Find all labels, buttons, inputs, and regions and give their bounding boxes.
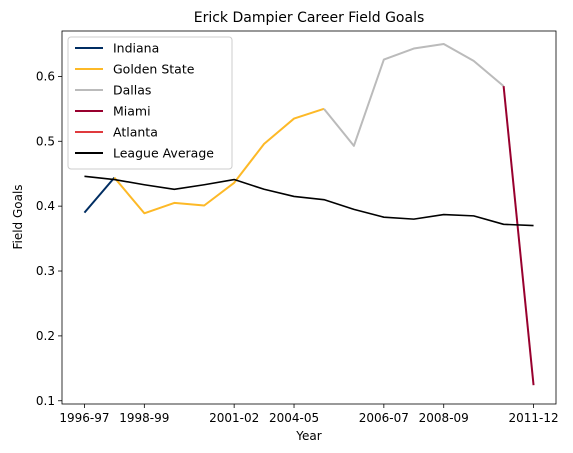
x-axis-label: Year (295, 429, 321, 443)
series-line-golden-state (113, 107, 325, 215)
x-tick-label: 2006-07 (359, 411, 409, 425)
y-axis-label: Field Goals (11, 184, 25, 249)
x-tick-label: 2008-09 (419, 411, 469, 425)
series-line-dallas (323, 42, 505, 147)
y-tick-label: 0.1 (36, 394, 55, 408)
legend-label-indiana: Indiana (113, 41, 159, 56)
legend-label-dallas: Dallas (113, 83, 151, 98)
legend-box (67, 36, 233, 170)
y-tick-label: 0.5 (36, 134, 55, 148)
y-tick-label: 0.4 (36, 199, 55, 213)
plot-layer: 0.1 0.2 0.3 0.4 0.5 0.6 1996-97 1998-99 2001-02 2… (36, 30, 559, 425)
series-line-indiana (83, 176, 116, 214)
chart-title: Erick Dampier Career Field Goals (194, 10, 425, 26)
legend-label-golden-state: Golden State (113, 62, 195, 77)
x-tick-label: 2004-05 (269, 411, 319, 425)
legend: Indiana Golden State Dallas Miami Atlanta Lea… (67, 36, 233, 170)
x-tick-label: 2011-12 (508, 411, 558, 425)
x-tick-label: 2001-02 (209, 411, 259, 425)
y-tick-label: 0.3 (36, 264, 55, 278)
series-line-miami (502, 86, 535, 386)
legend-label-miami: Miami (113, 104, 151, 119)
plot-frame (61, 30, 557, 405)
legend-label-atlanta: Atlanta (113, 125, 158, 140)
y-tick-label: 0.6 (36, 69, 55, 83)
x-tick-label: 1998-99 (119, 411, 169, 425)
x-tick-label: 1996-97 (59, 411, 109, 425)
legend-label-league-average: League Average (113, 146, 214, 161)
series-line-league-average (84, 175, 534, 227)
y-tick-label: 0.2 (36, 329, 55, 343)
